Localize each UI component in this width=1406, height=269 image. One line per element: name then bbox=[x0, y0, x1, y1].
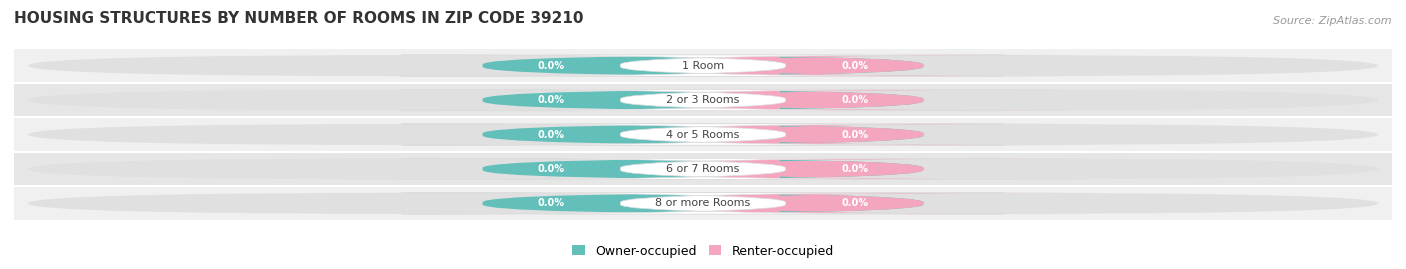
FancyBboxPatch shape bbox=[703, 193, 780, 214]
FancyBboxPatch shape bbox=[14, 187, 1392, 220]
FancyBboxPatch shape bbox=[538, 89, 1087, 111]
Text: HOUSING STRUCTURES BY NUMBER OF ROOMS IN ZIP CODE 39210: HOUSING STRUCTURES BY NUMBER OF ROOMS IN… bbox=[14, 11, 583, 26]
FancyBboxPatch shape bbox=[28, 89, 1378, 111]
FancyBboxPatch shape bbox=[28, 55, 1378, 76]
Text: 0.0%: 0.0% bbox=[841, 61, 868, 71]
FancyBboxPatch shape bbox=[538, 124, 1087, 145]
FancyBboxPatch shape bbox=[28, 158, 1378, 180]
Text: 1 Room: 1 Room bbox=[682, 61, 724, 71]
Text: 0.0%: 0.0% bbox=[538, 164, 565, 174]
Text: 0.0%: 0.0% bbox=[841, 129, 868, 140]
FancyBboxPatch shape bbox=[401, 193, 1005, 214]
FancyBboxPatch shape bbox=[401, 124, 1005, 145]
FancyBboxPatch shape bbox=[482, 124, 924, 145]
FancyBboxPatch shape bbox=[14, 84, 1392, 116]
FancyBboxPatch shape bbox=[703, 89, 780, 111]
FancyBboxPatch shape bbox=[401, 158, 1005, 180]
Text: 0.0%: 0.0% bbox=[538, 61, 565, 71]
FancyBboxPatch shape bbox=[482, 89, 924, 111]
FancyBboxPatch shape bbox=[703, 124, 780, 145]
FancyBboxPatch shape bbox=[482, 193, 924, 214]
FancyBboxPatch shape bbox=[482, 55, 924, 76]
FancyBboxPatch shape bbox=[401, 89, 1005, 111]
Text: 0.0%: 0.0% bbox=[841, 164, 868, 174]
FancyBboxPatch shape bbox=[14, 118, 1392, 151]
Text: 0.0%: 0.0% bbox=[538, 198, 565, 208]
Text: 6 or 7 Rooms: 6 or 7 Rooms bbox=[666, 164, 740, 174]
Text: 0.0%: 0.0% bbox=[538, 129, 565, 140]
FancyBboxPatch shape bbox=[703, 55, 780, 76]
Text: 8 or more Rooms: 8 or more Rooms bbox=[655, 198, 751, 208]
FancyBboxPatch shape bbox=[401, 55, 1005, 76]
FancyBboxPatch shape bbox=[703, 158, 780, 180]
Legend: Owner-occupied, Renter-occupied: Owner-occupied, Renter-occupied bbox=[568, 239, 838, 263]
Text: 4 or 5 Rooms: 4 or 5 Rooms bbox=[666, 129, 740, 140]
Text: 0.0%: 0.0% bbox=[841, 198, 868, 208]
FancyBboxPatch shape bbox=[482, 158, 924, 180]
Text: 0.0%: 0.0% bbox=[538, 95, 565, 105]
FancyBboxPatch shape bbox=[538, 55, 1087, 76]
FancyBboxPatch shape bbox=[14, 49, 1392, 82]
FancyBboxPatch shape bbox=[538, 193, 1087, 214]
FancyBboxPatch shape bbox=[538, 158, 1087, 180]
Text: 0.0%: 0.0% bbox=[841, 95, 868, 105]
Text: Source: ZipAtlas.com: Source: ZipAtlas.com bbox=[1274, 16, 1392, 26]
FancyBboxPatch shape bbox=[28, 124, 1378, 145]
FancyBboxPatch shape bbox=[28, 193, 1378, 214]
Text: 2 or 3 Rooms: 2 or 3 Rooms bbox=[666, 95, 740, 105]
FancyBboxPatch shape bbox=[14, 153, 1392, 185]
